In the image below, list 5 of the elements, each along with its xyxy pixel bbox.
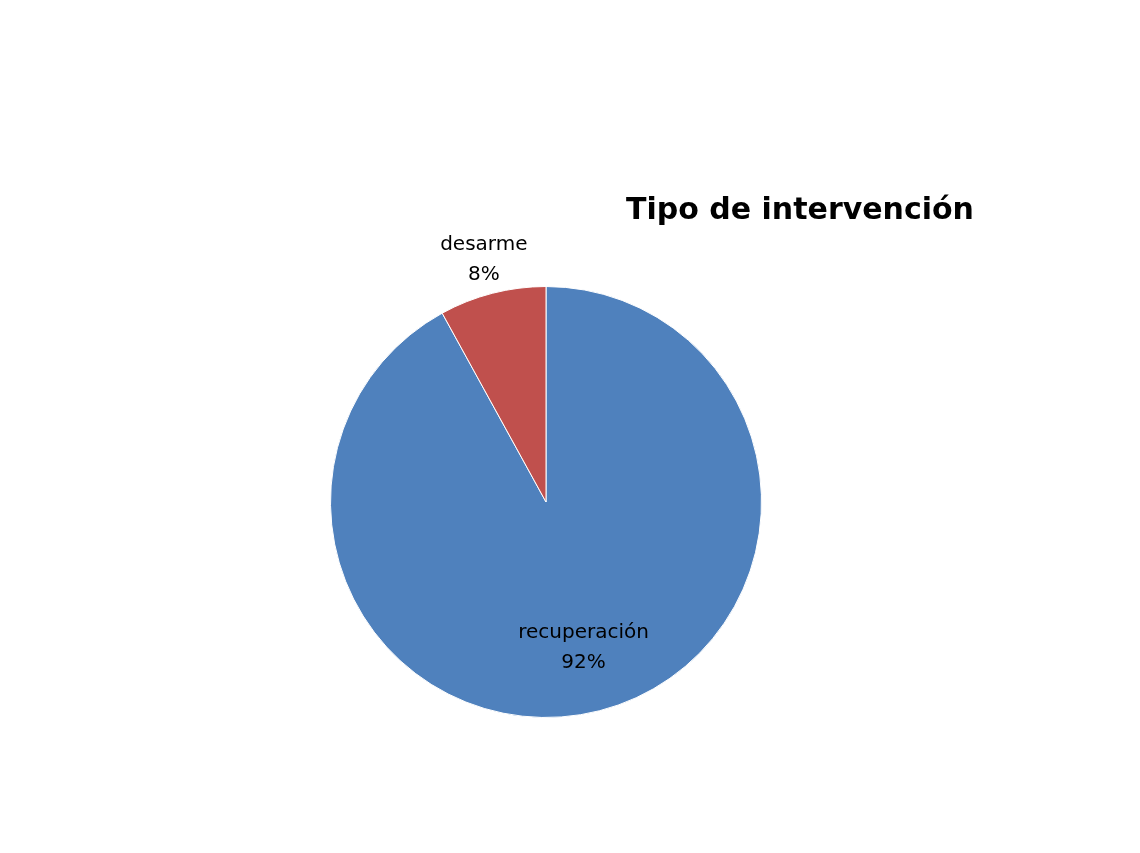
slice-label: recuperación	[518, 619, 649, 644]
data-label: 8%	[467, 261, 500, 286]
data-label: 92%	[561, 649, 606, 674]
chart-title: Tipo de intervención	[626, 190, 974, 226]
slice-label: desarme	[440, 231, 528, 256]
